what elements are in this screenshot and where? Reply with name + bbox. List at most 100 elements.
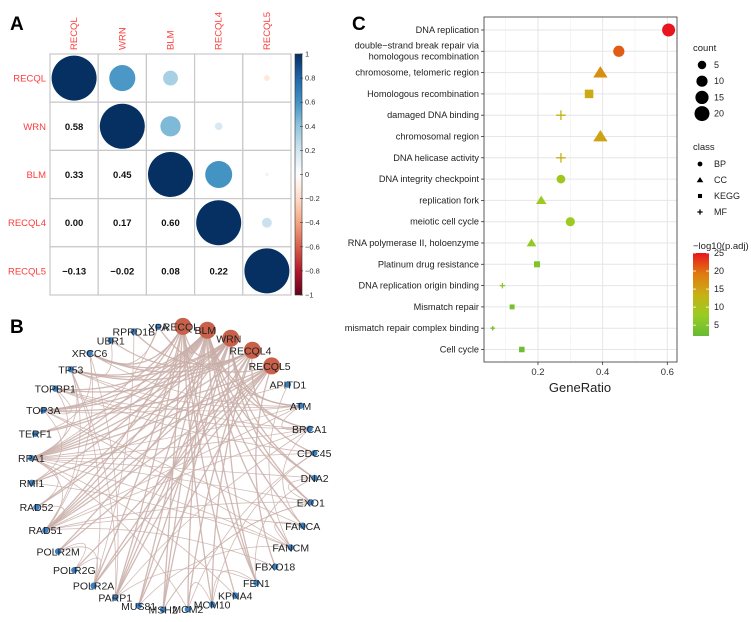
class-legend-title: class xyxy=(693,142,715,153)
network-node[interactable] xyxy=(71,566,78,574)
network-edge xyxy=(230,338,310,430)
network-node[interactable] xyxy=(198,321,216,339)
node-label: BRCA1 xyxy=(292,424,327,436)
network-node[interactable] xyxy=(159,606,167,613)
node-label: RECQL xyxy=(163,321,199,333)
node-label: EXO1 xyxy=(297,497,325,509)
network-node[interactable] xyxy=(130,328,138,335)
node-label: MSH2 xyxy=(149,605,178,617)
column-label: RECQL xyxy=(69,17,80,50)
count-legend-label: 10 xyxy=(714,76,724,86)
network-node[interactable] xyxy=(297,402,304,409)
network-node[interactable] xyxy=(90,582,97,589)
node-label: TOP3A xyxy=(26,405,60,417)
network-node[interactable] xyxy=(253,579,260,587)
term-label: damaged DNA binding xyxy=(387,110,479,120)
network-node[interactable] xyxy=(263,357,281,375)
row-label: RECQL xyxy=(13,74,46,85)
network-edge xyxy=(31,428,310,459)
row-label: RECQL5 xyxy=(8,266,46,277)
matrix-cell xyxy=(194,53,244,103)
network-node[interactable] xyxy=(284,381,292,388)
correlation-value: 0.00 xyxy=(65,218,84,229)
column-label: RECQL5 xyxy=(262,12,273,50)
node-label: RAD51 xyxy=(28,525,62,537)
network-node[interactable] xyxy=(311,474,318,482)
network-node[interactable] xyxy=(232,592,239,599)
node-label: RMI1 xyxy=(19,478,44,490)
network-node[interactable] xyxy=(174,317,192,335)
network-edge xyxy=(31,482,291,548)
colorbar-tick-label: −0.8 xyxy=(305,266,320,275)
count-legend-title: count xyxy=(693,43,717,54)
row-label: WRN xyxy=(23,122,46,133)
network-node[interactable] xyxy=(222,329,240,347)
network-node[interactable] xyxy=(42,527,49,534)
network-node[interactable] xyxy=(112,594,119,601)
network-edge xyxy=(43,337,232,411)
network-node[interactable] xyxy=(299,522,306,529)
node-label: RAD52 xyxy=(20,502,54,514)
node-label: TP53 xyxy=(58,364,83,376)
network-node[interactable] xyxy=(311,449,318,457)
network-node[interactable] xyxy=(33,503,40,511)
correlation-circle xyxy=(160,116,181,137)
color-legend-title: −log10(p.adj) xyxy=(693,241,749,252)
correlation-value: 0.33 xyxy=(65,170,84,181)
network-edge xyxy=(93,331,135,586)
network-node[interactable] xyxy=(135,602,142,609)
network-edge xyxy=(89,353,119,598)
x-tick-label: 0.2 xyxy=(531,367,544,378)
network-node[interactable] xyxy=(287,544,294,551)
term-point xyxy=(556,174,566,184)
class-legend-label: CC xyxy=(714,175,727,185)
network-node[interactable] xyxy=(86,349,93,357)
network-node[interactable] xyxy=(208,601,216,608)
node-label: DNA2 xyxy=(301,473,329,485)
network-edge xyxy=(35,329,208,435)
network-node[interactable] xyxy=(28,479,35,487)
node-label: MUS81 xyxy=(121,601,156,613)
matrix-cell xyxy=(194,101,244,151)
node-label: ATM xyxy=(290,401,311,413)
network-node[interactable] xyxy=(28,454,35,462)
count-legend-label: 15 xyxy=(714,92,724,102)
network-node[interactable] xyxy=(307,499,314,506)
network-edge xyxy=(45,353,93,531)
network-edge xyxy=(89,352,301,407)
color-legend-label: 15 xyxy=(714,284,724,294)
network-edge xyxy=(31,457,291,548)
network-edge xyxy=(55,388,301,412)
term-label: Platinum drug resistance xyxy=(378,259,479,269)
network-node[interactable] xyxy=(243,341,261,359)
network-edge xyxy=(70,368,301,408)
network-node[interactable] xyxy=(306,425,313,433)
network-node[interactable] xyxy=(54,548,62,555)
network-node[interactable] xyxy=(40,407,47,414)
network-edge xyxy=(187,582,213,610)
row-label: RECQL4 xyxy=(8,218,46,229)
network-node[interactable] xyxy=(154,323,162,330)
network-node[interactable] xyxy=(107,337,114,344)
term-label: chromosome, telomeric region xyxy=(355,68,479,78)
node-label: FEN1 xyxy=(243,578,270,590)
term-label: chromosomal region xyxy=(396,132,479,142)
network-edge xyxy=(31,457,189,610)
network-node[interactable] xyxy=(271,563,279,570)
network-node[interactable] xyxy=(32,430,39,437)
network-edge xyxy=(187,452,315,610)
correlation-circle xyxy=(205,161,233,188)
network-node[interactable] xyxy=(184,606,192,613)
class-legend-symbol xyxy=(697,161,703,167)
network-edge xyxy=(157,326,272,373)
correlation-value: 0.58 xyxy=(65,122,84,133)
network-node[interactable] xyxy=(52,385,59,392)
term-point xyxy=(613,45,625,57)
count-legend-label: 20 xyxy=(714,109,724,119)
panel-label-c: C xyxy=(352,14,366,35)
node-label: RPA1 xyxy=(18,453,45,465)
correlation-circle xyxy=(99,103,145,149)
network-edge xyxy=(114,428,310,598)
network-node[interactable] xyxy=(67,366,75,373)
